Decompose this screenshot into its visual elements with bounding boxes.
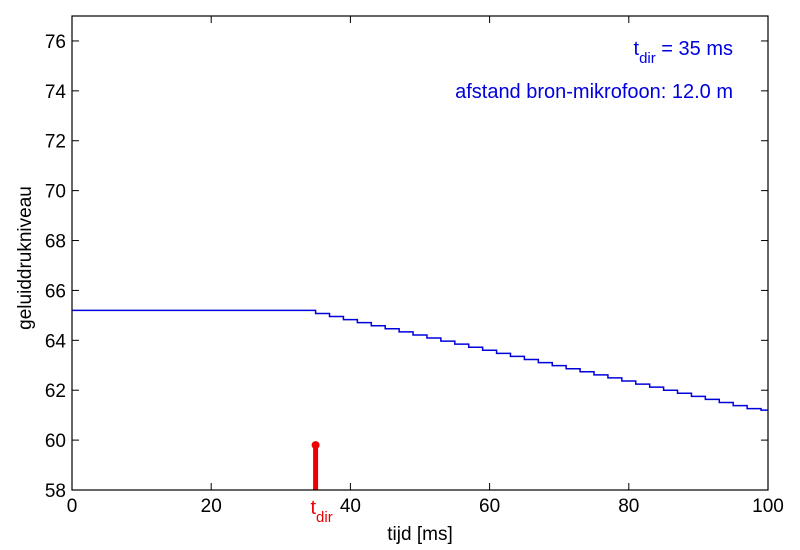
x-tick-label: 80 [618, 496, 639, 517]
tdir-marker-label: tdir [310, 497, 332, 526]
tdir-marker-dot [311, 441, 320, 450]
y-tick-label: 68 [45, 232, 66, 253]
series-line [72, 309, 768, 411]
x-axis-label: tijd [ms] [387, 524, 452, 545]
plot-area [72, 16, 768, 490]
annotation-distance: afstand bron-mikrofoon: 12.0 m [455, 81, 733, 103]
x-tick-label: 100 [752, 496, 784, 517]
tdir-marker-label-sub: dir [316, 509, 333, 526]
annotation-tdir-value: = 35 ms [656, 38, 733, 60]
x-tick-label: 60 [479, 496, 500, 517]
x-tick-label: 0 [67, 496, 78, 517]
y-tick-label: 76 [45, 32, 66, 53]
annotation-tdir: tdir = 35 ms [634, 38, 734, 67]
plot-frame [71, 15, 769, 491]
y-tick-label: 74 [45, 82, 67, 103]
y-tick-label: 60 [45, 431, 66, 452]
y-tick-label: 58 [45, 481, 66, 502]
y-tick-label: 70 [45, 182, 66, 203]
tdir-marker-label-main: t [310, 497, 316, 519]
y-axis-label: geluiddrukniveau [15, 186, 36, 330]
annotation-tdir-main: t [634, 38, 640, 60]
x-tick-label: 40 [340, 496, 361, 517]
x-tick-label: 20 [201, 496, 222, 517]
y-tick-label: 62 [45, 381, 66, 402]
y-tick-label: 72 [45, 132, 66, 153]
tick-labels: 0 20 40 60 80 100 58 60 62 64 66 68 70 72 74 76 [45, 32, 784, 517]
y-tick-label: 66 [45, 281, 66, 302]
annotation-tdir-sub: dir [639, 50, 656, 67]
y-tick-label: 64 [45, 331, 67, 352]
